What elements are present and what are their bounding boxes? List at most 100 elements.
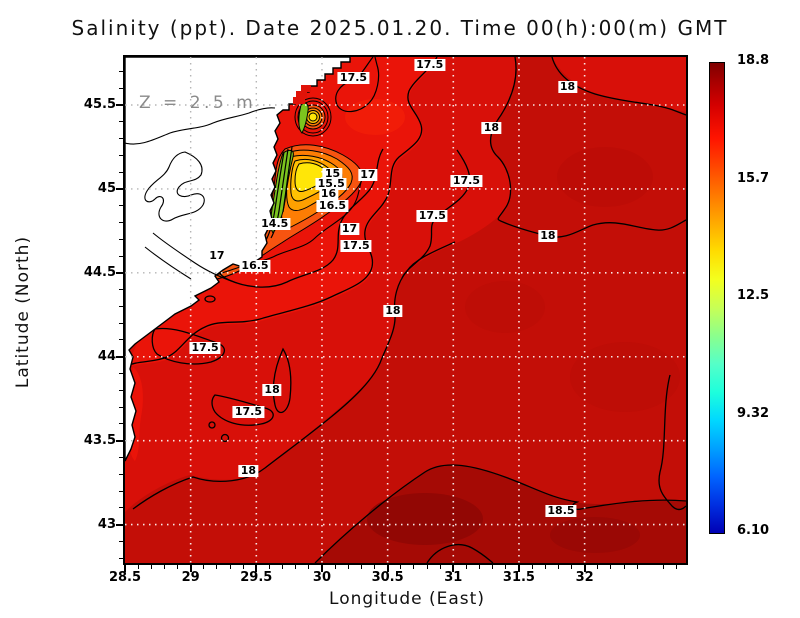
x-minor-tick [203,565,205,569]
contour-label: 15 [322,166,343,180]
x-minor-tick [347,565,349,569]
x-minor-tick [479,565,481,569]
colorbar-tick-label: 18.8 [737,53,770,68]
y-tick-label: 44.5 [83,264,116,280]
x-minor-tick [400,565,402,569]
land-mass [125,57,351,462]
x-tick-mark [583,565,586,572]
salinity-map-canvas [125,57,686,563]
lagoon-coastlines [125,107,276,284]
y-minor-tick [119,255,123,257]
x-minor-tick [360,565,362,569]
y-tick-label: 45.5 [83,96,116,112]
y-minor-tick [119,305,123,307]
y-tick-mark [116,355,123,358]
colorbar-tick-label: 9.32 [737,405,770,421]
x-tick-label: 32 [575,570,594,585]
estuary-water [293,85,311,104]
contour-label: 16.5 [316,198,349,212]
x-minor-tick [229,565,231,569]
y-minor-tick [119,557,123,559]
x-tick-mark [320,565,323,572]
y-axis-title: Latitude (North) [13,235,33,389]
contour-label: 16.5 [239,259,271,273]
depth-annotation: Z = 2.5 m [139,93,257,113]
y-minor-tick [119,121,123,123]
y-minor-tick [119,87,123,89]
contour-label: 16 [318,186,339,200]
x-tick-mark [452,565,455,572]
contour-label: 17.5 [189,341,221,355]
contour-label: 14.5 [259,217,291,231]
x-minor-tick [544,565,546,569]
y-minor-tick [119,456,123,458]
plot-area: Z = 2.5 m 17.5 17.5 18 18 17 17.5 17.5 18 15 15.5… [123,55,688,565]
y-minor-tick [119,473,123,475]
x-minor-tick [492,565,494,569]
contour-label: 18 [538,228,558,242]
y-minor-tick [119,70,123,72]
contour-label: 18 [557,79,578,93]
contour-label: 15.5 [315,176,347,190]
x-minor-tick [150,565,152,569]
x-minor-tick [334,565,336,569]
y-minor-tick [119,423,123,425]
y-minor-tick [119,406,123,408]
contour-label: 17 [358,168,378,182]
x-tick-label: 31.5 [502,570,535,585]
x-minor-tick [662,565,664,569]
x-minor-tick [557,565,559,569]
contour-label: 18 [238,463,259,477]
x-minor-tick [295,565,297,569]
contour-label: 17 [339,222,360,236]
x-tick-label: 31 [444,570,463,585]
y-minor-tick [119,154,123,156]
y-minor-tick [119,289,123,291]
contour-label: 17.5 [232,405,265,419]
x-minor-tick [137,565,139,569]
colorbar-tick-label: 15.7 [737,170,770,186]
y-tick-label: 43.5 [83,432,116,448]
x-minor-tick [676,565,678,569]
chart-title: Salinity (ppt). Date 2025.01.20. Time 00… [71,16,729,40]
y-minor-tick [119,205,123,207]
x-minor-tick [636,565,638,569]
x-minor-tick [268,565,270,569]
contour-label: 18 [383,304,403,318]
x-minor-tick [282,565,284,569]
x-minor-tick [413,565,415,569]
y-minor-tick [119,221,123,223]
x-tick-label: 29 [181,570,200,585]
x-tick-mark [517,565,520,572]
x-axis-title: Longitude (East) [329,589,485,609]
y-minor-tick [119,373,123,375]
y-minor-tick [119,171,123,173]
x-minor-tick [242,565,244,569]
x-minor-tick [597,565,599,569]
y-tick-label: 44 [97,348,116,364]
contour-label: 18 [262,383,282,397]
colorbar-tick-label: 12.5 [737,288,770,303]
y-minor-tick [119,322,123,324]
x-minor-tick [531,565,533,569]
y-minor-tick [119,540,123,542]
y-tick-mark [116,103,123,106]
contour-label: 17.5 [416,208,448,222]
x-minor-tick [570,565,572,569]
y-minor-tick [119,490,123,492]
x-minor-tick [308,565,310,569]
x-tick-mark [189,565,192,572]
colorbar [709,62,725,534]
x-tick-mark [386,565,389,572]
y-minor-tick [119,507,123,509]
y-minor-tick [119,339,123,341]
y-tick-label: 45 [97,180,116,196]
x-minor-tick [465,565,467,569]
y-tick-mark [116,187,123,190]
x-tick-label: 30.5 [371,570,404,585]
x-minor-tick [163,565,165,569]
x-tick-mark [124,565,126,572]
x-tick-mark [255,565,258,572]
contour-label: 18.5 [545,504,577,518]
x-tick-label: 29.5 [240,570,273,585]
